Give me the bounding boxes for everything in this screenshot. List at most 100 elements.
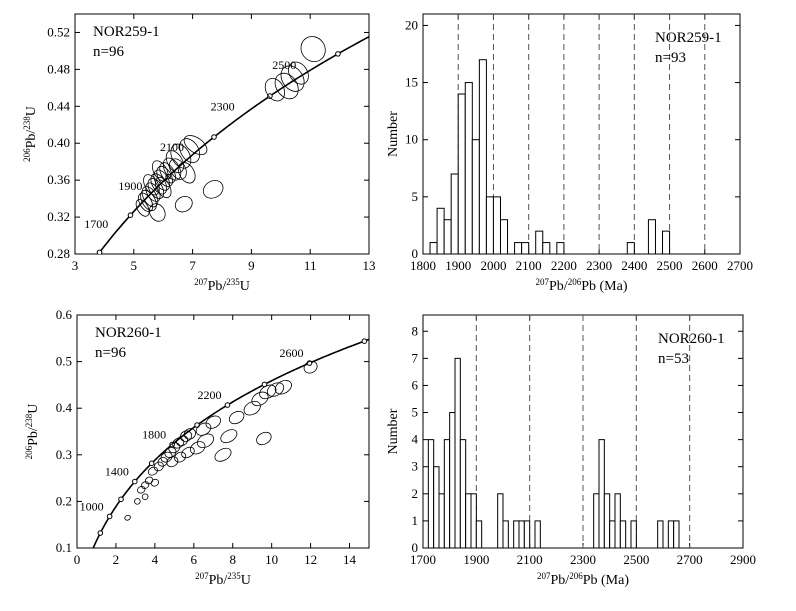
y-tick-label: 0.2 [56,493,72,508]
histogram-bar [598,439,605,549]
error-ellipse [280,65,305,92]
histogram-bar [464,82,473,255]
histogram-bar [542,242,551,255]
histogram-bar [457,93,466,255]
error-ellipse [300,36,326,63]
error-ellipse [141,493,149,500]
error-ellipse [183,135,208,156]
y-tick-label: 0.48 [47,61,70,76]
x-tick-label: 13 [363,258,376,273]
error-ellipse [288,61,309,85]
y-tick-label: 0.4 [56,400,73,415]
histogram-bar [673,520,680,549]
error-ellipse [124,514,131,521]
concordia-age-label: 2100 [160,140,184,154]
plot-area [92,338,369,548]
sample-label: NOR260-1 [95,325,162,341]
y-axis-label: Number [386,408,401,454]
x-tick-label: 0 [74,552,81,567]
age-marker [361,338,368,344]
histogram-bar [475,520,483,549]
error-ellipse [166,456,179,468]
error-ellipse [170,143,192,169]
histogram-bar [518,520,525,549]
nor260-concordia: 0 2 4 6 8 10 12 14 0.1 0.2 0.3 0.4 0.5 0.6 1000 1400 180… [24,307,370,588]
histogram-bar [443,439,451,549]
age-marker [97,530,104,536]
n-label: n=93 [655,50,686,66]
histogram-bar [556,242,565,255]
concordia-age-label: 1700 [84,217,108,231]
concordia-curve [97,35,369,254]
histogram-bar [471,139,480,255]
histogram-bar [535,230,544,255]
histogram-bar [626,242,635,255]
age-marker [224,402,231,408]
error-ellipse [181,446,195,459]
y-tick-label: 0.5 [56,354,72,369]
y-tick-label: 0.36 [47,172,70,187]
histogram-bar [497,493,504,549]
histogram-bar [609,520,616,549]
x-tick-label: 9 [248,258,255,273]
plot-area [96,35,369,254]
x-tick-label: 2000 [480,258,506,273]
error-ellipse [266,382,285,397]
histogram-bar [667,520,675,549]
x-tick-label: 2 [113,552,120,567]
histogram-bar [485,196,494,255]
histogram-bar [436,207,445,255]
histogram-bar [465,493,472,549]
x-axis-label: 207Pb/206Pb (Ma) [536,277,628,294]
error-ellipse [154,177,172,199]
error-ellipse [157,457,168,467]
error-ellipse [140,481,150,489]
x-tick-label: 12 [304,552,317,567]
x-tick-label: 1900 [445,258,471,273]
error-ellipse [141,186,159,208]
x-tick-label: 2300 [586,258,612,273]
histogram-bar [459,439,467,549]
error-ellipse [228,410,245,425]
x-tick-label: 1900 [463,552,489,567]
error-ellipse [137,192,154,212]
y-tick-label: 7 [412,350,419,365]
error-ellipse [303,360,318,374]
y-tick-label: 0.52 [47,24,70,39]
histogram-bar [499,219,509,255]
error-ellipse [147,466,158,476]
error-ellipse [143,174,160,196]
y-axis-label: 206Pb/238U [24,404,41,460]
concordia-age-label: 2200 [197,388,221,402]
error-ellipse [160,451,173,463]
error-ellipse [156,165,173,187]
histogram-bar [603,493,611,549]
x-tick-label: 2500 [623,552,649,567]
error-ellipse [174,451,187,463]
error-ellipse [149,203,166,222]
error-ellipse [243,400,261,416]
histogram-bar [449,412,456,549]
n-label: n=96 [93,44,124,60]
concordia-age-label: 1800 [142,427,166,441]
error-ellipse [274,379,292,395]
histogram-bar [429,242,438,255]
error-ellipse [168,442,181,454]
error-ellipse [176,435,189,447]
x-tick-label: 2300 [570,552,596,567]
histogram-bar [438,493,445,549]
histogram-bar [619,520,627,549]
y-tick-label: 0.40 [47,135,70,150]
plot-frame [422,13,741,255]
y-tick-label: 0.44 [47,98,70,113]
histogram-bar [450,173,459,255]
x-tick-label: 2200 [551,258,577,273]
x-tick-label: 2900 [730,552,756,567]
x-tick-label: 3 [72,258,79,273]
x-tick-label: 14 [343,552,357,567]
error-ellipse [214,447,232,462]
histogram-bar [630,520,637,549]
y-tick-label: 5 [412,189,419,204]
x-tick-label: 8 [229,552,236,567]
